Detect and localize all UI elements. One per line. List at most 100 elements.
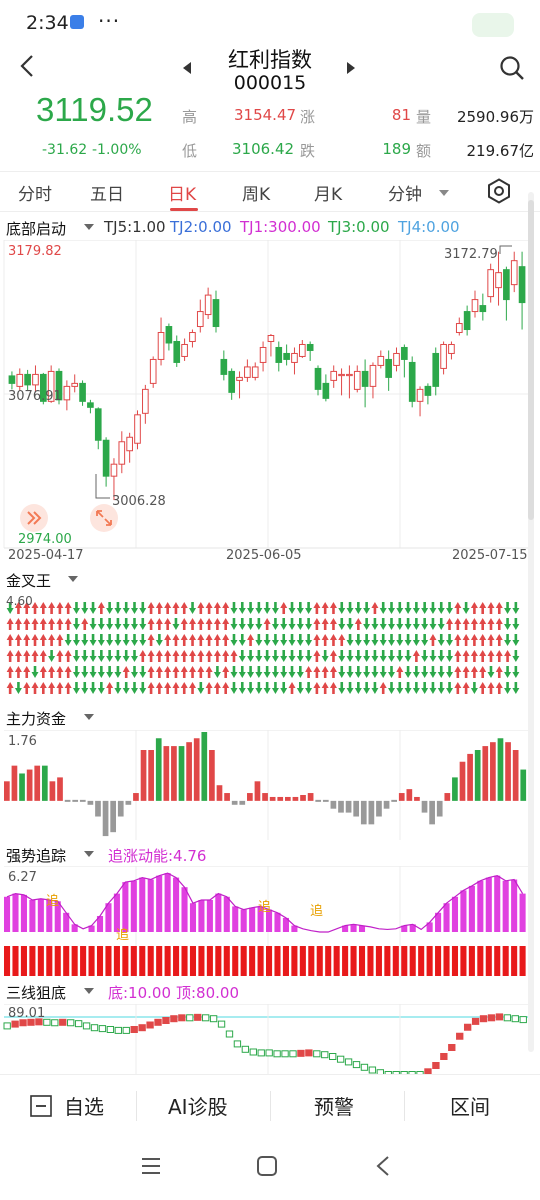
arrow-down-icon bbox=[388, 650, 395, 662]
three-line-bottom-chart[interactable] bbox=[0, 1004, 528, 1074]
arrow-down-icon bbox=[371, 666, 379, 678]
menu-icon[interactable] bbox=[140, 1156, 162, 1176]
tab-monthly-k[interactable]: 月K bbox=[314, 185, 343, 205]
candle-body bbox=[24, 373, 31, 386]
funds-bar bbox=[209, 750, 215, 801]
funds-bar bbox=[512, 750, 519, 801]
range-button[interactable]: 区间 bbox=[450, 1095, 490, 1119]
signal-bar bbox=[502, 946, 509, 976]
chevron-down-icon[interactable] bbox=[84, 988, 94, 994]
app-notification-icon bbox=[70, 15, 84, 29]
candle-body bbox=[71, 382, 79, 387]
settings-hexagon-icon[interactable] bbox=[486, 178, 512, 204]
trend-bar bbox=[139, 877, 146, 932]
arrow-up-icon bbox=[288, 682, 296, 694]
watchlist-minus-icon[interactable] bbox=[30, 1095, 52, 1117]
three-line-box bbox=[511, 1015, 519, 1023]
ai-diagnosis-button[interactable]: AI诊股 bbox=[168, 1095, 228, 1119]
arrow-down-icon bbox=[421, 618, 429, 630]
golden-cross-arrows-chart[interactable] bbox=[0, 598, 528, 702]
chevron-down-icon[interactable] bbox=[68, 576, 78, 582]
chevron-down-icon[interactable] bbox=[438, 188, 450, 198]
arrow-down-icon bbox=[346, 618, 354, 630]
indicator5-name[interactable]: 三线狙底 bbox=[6, 984, 67, 1002]
arrow-down-icon bbox=[338, 602, 346, 614]
arrow-down-icon bbox=[255, 618, 263, 630]
arrow-up-icon bbox=[6, 618, 14, 630]
signal-bar bbox=[249, 946, 256, 976]
arrow-down-icon bbox=[305, 634, 313, 646]
funds-bar bbox=[353, 800, 360, 817]
arrow-down-icon bbox=[363, 634, 371, 646]
tab-intraday[interactable]: 分时 bbox=[18, 185, 52, 205]
arrow-up-icon bbox=[213, 634, 221, 646]
indicator3-name[interactable]: 主力资金 bbox=[6, 710, 67, 728]
three-line-box bbox=[74, 1020, 83, 1028]
arrow-up-icon bbox=[23, 666, 31, 678]
signal-bar bbox=[198, 946, 205, 976]
arrow-up-icon bbox=[247, 634, 255, 646]
y-axis-bottom-label: 2974.00 bbox=[18, 532, 72, 547]
prev-stock-icon[interactable] bbox=[180, 60, 194, 76]
chart-scrollbar[interactable] bbox=[528, 192, 534, 1052]
funds-bar bbox=[11, 765, 18, 801]
signal-bar bbox=[88, 946, 95, 976]
signal-bar bbox=[308, 946, 315, 976]
three-line-box bbox=[503, 1014, 512, 1022]
signal-bar bbox=[333, 946, 340, 976]
funds-bar bbox=[178, 746, 185, 801]
arrow-up-icon bbox=[155, 682, 163, 694]
trend-bar bbox=[12, 893, 19, 932]
trend-bar bbox=[350, 924, 357, 932]
tab-weekly-k[interactable]: 周K bbox=[242, 185, 271, 205]
candle-body bbox=[94, 408, 102, 441]
arrow-down-icon bbox=[97, 682, 105, 694]
indicator4-header: 强势追踪 追涨动能:4.76 bbox=[0, 843, 528, 867]
funds-bar bbox=[262, 793, 268, 801]
arrow-down-icon bbox=[296, 682, 304, 694]
arrow-up-icon bbox=[454, 650, 462, 662]
arrow-down-icon bbox=[363, 666, 371, 678]
indicator4-name[interactable]: 强势追踪 bbox=[6, 847, 67, 865]
candlestick-chart[interactable] bbox=[0, 240, 528, 570]
arrow-down-icon bbox=[280, 634, 288, 646]
strong-trend-chart[interactable] bbox=[0, 866, 528, 978]
arrow-up-icon bbox=[48, 618, 56, 630]
back-icon[interactable] bbox=[374, 1155, 392, 1177]
tab-daily-k[interactable]: 日K bbox=[168, 185, 197, 205]
arrow-down-icon bbox=[338, 682, 346, 694]
arrow-down-icon bbox=[396, 682, 404, 694]
main-funds-chart[interactable] bbox=[0, 730, 528, 840]
main-indicator-name[interactable]: 底部启动 bbox=[6, 220, 67, 238]
chevron-down-icon[interactable] bbox=[84, 851, 94, 857]
indicator2-name[interactable]: 金叉王 bbox=[6, 572, 52, 590]
volume-value: 2590.96万 bbox=[456, 108, 534, 126]
arrow-up-icon bbox=[172, 634, 180, 646]
chart-scrollbar-thumb[interactable] bbox=[528, 200, 534, 520]
arrow-down-icon bbox=[271, 602, 279, 614]
funds-bar bbox=[315, 799, 322, 802]
funds-bar bbox=[383, 800, 390, 809]
chevron-down-icon[interactable] bbox=[84, 224, 94, 230]
trend-bar bbox=[485, 877, 492, 932]
tab-minute[interactable]: 分钟 bbox=[388, 185, 422, 205]
home-icon[interactable] bbox=[256, 1155, 278, 1177]
search-icon[interactable] bbox=[498, 54, 526, 82]
alert-button[interactable]: 预警 bbox=[314, 1095, 354, 1119]
candle-body bbox=[181, 343, 188, 357]
three-line-box bbox=[376, 1069, 385, 1074]
tab-five-day[interactable]: 五日 bbox=[90, 185, 124, 205]
arrow-up-icon bbox=[180, 666, 188, 678]
chevron-down-icon[interactable] bbox=[84, 714, 94, 720]
arrow-down-icon bbox=[421, 634, 429, 646]
funds-bar bbox=[193, 738, 200, 801]
arrow-up-icon bbox=[462, 618, 470, 630]
funds-bar bbox=[330, 800, 337, 809]
signal-bar bbox=[37, 946, 44, 976]
arrow-up-icon bbox=[205, 650, 213, 662]
signal-bar bbox=[257, 946, 264, 976]
next-stock-icon[interactable] bbox=[344, 60, 358, 76]
back-arrow-icon[interactable] bbox=[12, 50, 44, 82]
watchlist-button[interactable]: 自选 bbox=[64, 1095, 104, 1119]
arrow-up-icon bbox=[172, 650, 180, 662]
